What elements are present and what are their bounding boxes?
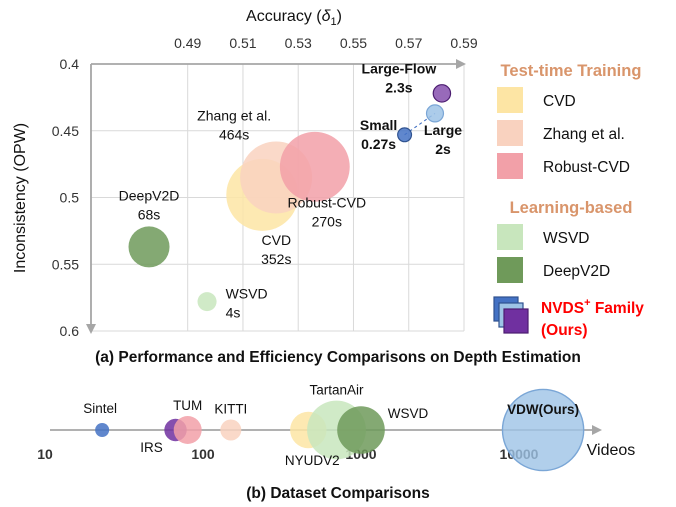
label-large: Large bbox=[424, 122, 462, 138]
time-cvd: 352s bbox=[261, 251, 291, 267]
y-tick-label: 0.6 bbox=[60, 323, 80, 339]
chart-a: 0.49 0.51 0.53 0.55 0.57 0.59 0.40.450.50.550… bbox=[12, 8, 581, 366]
y-tick-label: 0.55 bbox=[52, 256, 79, 272]
dataset-label-vdw-ours: VDW(Ours) bbox=[507, 402, 579, 417]
legend-swatch-deepv2d bbox=[497, 257, 523, 283]
x-tick-label: 0.49 bbox=[174, 35, 201, 51]
label-deepv2d: DeepV2D bbox=[119, 187, 180, 203]
dataset-vdw-ours bbox=[501, 388, 585, 472]
label-robust-cvd: Robust-CVD bbox=[288, 195, 367, 211]
dataset-wsvd bbox=[337, 406, 385, 454]
chart-b: 10100100010000 SintelIRSTUMKITTINYUDV2Ta… bbox=[37, 383, 635, 502]
videos-axis-title: Videos bbox=[587, 442, 636, 459]
dataset-label-nyudv2: NYUDV2 bbox=[285, 453, 340, 468]
time-zhang-et-al: 464s bbox=[219, 126, 249, 142]
y-tick-label: 0.5 bbox=[60, 190, 80, 206]
time-robust-cvd: 270s bbox=[312, 214, 342, 230]
time-large: 2s bbox=[435, 141, 451, 157]
y-tick-labels: 0.4 0.45 0.5 0.55 0.6 bbox=[52, 56, 79, 339]
caption-a: (a) Performance and Efficiency Compariso… bbox=[95, 349, 581, 366]
dataset-labels: Sintel IRS TUM KITTI NYUDV2 TartanAir WSVD VDW(… bbox=[83, 383, 579, 469]
x-tick-label: 0.57 bbox=[395, 35, 422, 51]
data-points bbox=[128, 84, 452, 312]
x-tick-label: 0.53 bbox=[285, 35, 312, 51]
legend-swatch-cvd bbox=[497, 87, 523, 113]
x-tick-label: 0.55 bbox=[340, 35, 367, 51]
dataset-label-kitti: KITTI bbox=[214, 402, 247, 417]
label-cvd: CVD bbox=[262, 232, 292, 248]
legend-label-deepv2d: DeepV2D bbox=[543, 263, 610, 280]
dataset-sintel bbox=[95, 423, 110, 437]
point-deepv2d bbox=[128, 226, 170, 268]
dataset-label-irs: IRS bbox=[140, 440, 163, 455]
y-tick-label: 0.45 bbox=[52, 123, 79, 139]
dataset-label-wsvd: WSVD bbox=[388, 406, 429, 421]
legend: Test-time Training CVD Zhang et al. Robust-… bbox=[493, 62, 644, 339]
dataset-bubbles bbox=[95, 388, 585, 472]
dataset-label-sintel: Sintel bbox=[83, 401, 117, 416]
legend-family-swatch bbox=[503, 308, 529, 334]
point-robust-cvd bbox=[279, 131, 350, 202]
legend-label-zhang-et-al: Zhang et al. bbox=[543, 126, 625, 143]
legend-label-cvd: CVD bbox=[543, 93, 576, 110]
point-large-flow bbox=[432, 84, 452, 103]
point-large bbox=[425, 104, 445, 123]
point-small bbox=[397, 127, 413, 143]
legend-family-note: (Ours) bbox=[541, 322, 588, 339]
label-wsvd: WSVD bbox=[226, 286, 268, 302]
time-deepv2d: 68s bbox=[138, 206, 161, 222]
x-tick-labels: 0.49 0.51 0.53 0.55 0.57 0.59 bbox=[174, 35, 478, 51]
caption-b: (b) Dataset Comparisons bbox=[246, 485, 429, 502]
label-zhang-et-al: Zhang et al. bbox=[197, 107, 271, 123]
point-wsvd bbox=[197, 292, 217, 312]
y-axis-title: Inconsistency (OPW) bbox=[12, 123, 29, 273]
family-suffix: Family bbox=[591, 300, 645, 317]
x-axis-title: Accuracy (δ1) bbox=[246, 8, 342, 28]
family-name: NVDS bbox=[541, 300, 584, 317]
x-tick-label: 0.59 bbox=[450, 35, 477, 51]
legend-label-robust-cvd: Robust-CVD bbox=[543, 159, 630, 176]
y-tick-label: 0.4 bbox=[60, 56, 80, 72]
legend-family-label: NVDS+ Family bbox=[541, 297, 644, 317]
time-wsvd: 4s bbox=[226, 305, 241, 321]
label-large-flow: Large-Flow bbox=[362, 60, 437, 76]
dataset-label-tartanair: TartanAir bbox=[310, 383, 365, 398]
time-small: 0.27s bbox=[361, 136, 396, 152]
videos-tick-label: 10 bbox=[37, 446, 53, 462]
legend-swatch-robust-cvd bbox=[497, 153, 523, 179]
legend-swatch-wsvd bbox=[497, 224, 523, 250]
point-labels: DeepV2D 68s WSVD 4s CVD 352s Zhang et al. 464s R… bbox=[119, 60, 463, 320]
legend-group-title: Test-time Training bbox=[501, 62, 642, 80]
dataset-label-tum: TUM bbox=[173, 398, 202, 413]
dataset-kitti bbox=[220, 419, 242, 441]
legend-label-wsvd: WSVD bbox=[543, 230, 590, 247]
label-small: Small bbox=[360, 117, 397, 133]
videos-tick-label: 100 bbox=[191, 446, 215, 462]
legend-group-title: Learning-based bbox=[510, 199, 633, 217]
family-sup: + bbox=[584, 297, 590, 309]
legend-swatch-zhang-et-al bbox=[497, 120, 523, 146]
time-large-flow: 2.3s bbox=[385, 79, 412, 95]
dataset-tum bbox=[173, 416, 202, 444]
x-tick-label: 0.51 bbox=[229, 35, 256, 51]
